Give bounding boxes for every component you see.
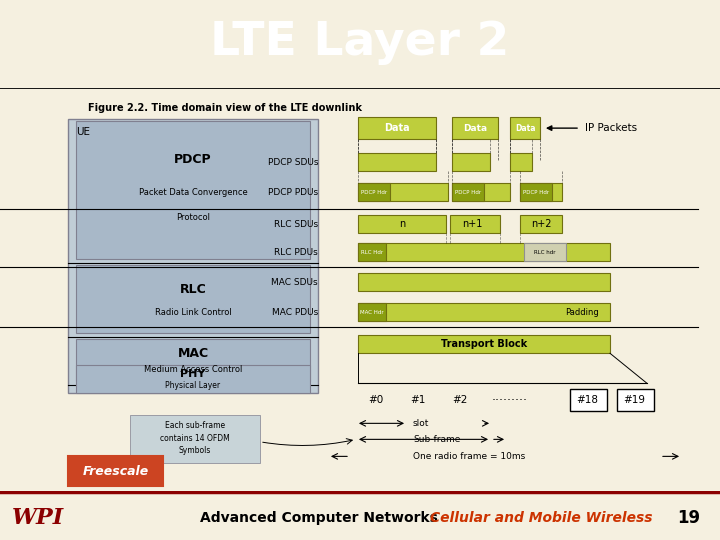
Bar xyxy=(76,339,310,381)
Text: Each sub-frame: Each sub-frame xyxy=(165,421,225,430)
Bar xyxy=(570,389,607,411)
Text: PDCP: PDCP xyxy=(174,153,212,166)
Text: RLC Hdr: RLC Hdr xyxy=(361,249,383,255)
Text: PDCP Hdr: PDCP Hdr xyxy=(455,190,481,195)
Text: Radio Link Control: Radio Link Control xyxy=(155,308,231,318)
Bar xyxy=(358,183,390,201)
Text: Physical Layer: Physical Layer xyxy=(166,381,220,390)
Text: Transport Block: Transport Block xyxy=(441,339,527,349)
Text: n+1: n+1 xyxy=(462,219,482,229)
Text: #1: #1 xyxy=(410,395,426,406)
Text: One radio frame = 10ms: One radio frame = 10ms xyxy=(413,452,526,461)
Bar xyxy=(520,183,552,201)
Bar xyxy=(76,121,310,259)
Bar xyxy=(68,456,163,487)
Text: Medium Access Control: Medium Access Control xyxy=(144,365,242,374)
Bar xyxy=(450,215,500,233)
Text: contains 14 OFDM: contains 14 OFDM xyxy=(160,434,230,443)
Bar xyxy=(76,365,310,393)
Text: WPI: WPI xyxy=(12,507,64,529)
Bar xyxy=(520,215,562,233)
Bar xyxy=(358,117,436,139)
Text: Packet Data Convergence: Packet Data Convergence xyxy=(139,188,248,198)
Text: #19: #19 xyxy=(624,395,646,406)
Bar xyxy=(520,183,562,201)
Text: PDCP SDUs: PDCP SDUs xyxy=(268,158,318,167)
Bar xyxy=(358,153,436,171)
Bar xyxy=(510,117,540,139)
Text: RLC SDUs: RLC SDUs xyxy=(274,220,318,229)
Bar xyxy=(452,183,510,201)
Text: n+2: n+2 xyxy=(531,219,552,229)
Text: Padding: Padding xyxy=(565,308,599,317)
Bar xyxy=(510,153,532,171)
Text: MAC SDUs: MAC SDUs xyxy=(271,278,318,287)
Text: PDCP Hdr: PDCP Hdr xyxy=(523,190,549,195)
Text: RLC hdr: RLC hdr xyxy=(534,249,556,255)
Text: MAC Hdr: MAC Hdr xyxy=(360,310,384,315)
Bar xyxy=(358,273,610,291)
Text: #18: #18 xyxy=(577,395,598,406)
Text: Data: Data xyxy=(463,124,487,133)
Text: PDCP PDUs: PDCP PDUs xyxy=(268,188,318,197)
Text: Cellular and Mobile Wireless: Cellular and Mobile Wireless xyxy=(430,511,652,525)
Bar xyxy=(358,183,448,201)
Text: PHY: PHY xyxy=(180,369,206,379)
Bar xyxy=(358,215,446,233)
Text: Symbols: Symbols xyxy=(179,447,211,455)
Text: #0: #0 xyxy=(368,395,383,406)
Text: Protocol: Protocol xyxy=(176,213,210,222)
Bar xyxy=(452,183,484,201)
Bar xyxy=(524,243,566,261)
Bar xyxy=(358,335,610,353)
Text: MAC PDUs: MAC PDUs xyxy=(271,308,318,317)
Text: Figure 2.2. Time domain view of the LTE downlink: Figure 2.2. Time domain view of the LTE … xyxy=(88,103,362,113)
Bar xyxy=(76,265,310,333)
Text: RLC PDUs: RLC PDUs xyxy=(274,248,318,256)
Text: slot: slot xyxy=(413,419,429,428)
Bar xyxy=(452,153,490,171)
Text: ·········: ········· xyxy=(492,394,528,407)
Text: Data: Data xyxy=(515,124,535,133)
Text: Freescale: Freescale xyxy=(82,465,148,478)
Text: #2: #2 xyxy=(452,395,467,406)
Text: PDCP Hdr: PDCP Hdr xyxy=(361,190,387,195)
Text: IP Packets: IP Packets xyxy=(585,123,637,133)
Bar xyxy=(358,303,386,321)
Bar xyxy=(617,389,654,411)
Text: RLC: RLC xyxy=(179,282,207,295)
Text: Data: Data xyxy=(384,123,410,133)
Bar xyxy=(452,117,498,139)
Bar xyxy=(130,415,260,463)
Text: MAC: MAC xyxy=(177,348,209,361)
Text: UE: UE xyxy=(76,127,90,137)
Text: 19: 19 xyxy=(677,509,700,527)
Text: Sub-frame: Sub-frame xyxy=(413,435,460,444)
Text: n: n xyxy=(399,219,405,229)
Bar xyxy=(358,243,610,261)
Bar xyxy=(68,119,318,393)
Text: Advanced Computer Networks: Advanced Computer Networks xyxy=(200,511,438,525)
Bar xyxy=(358,243,386,261)
Bar xyxy=(358,303,610,321)
Text: LTE Layer 2: LTE Layer 2 xyxy=(210,21,510,65)
